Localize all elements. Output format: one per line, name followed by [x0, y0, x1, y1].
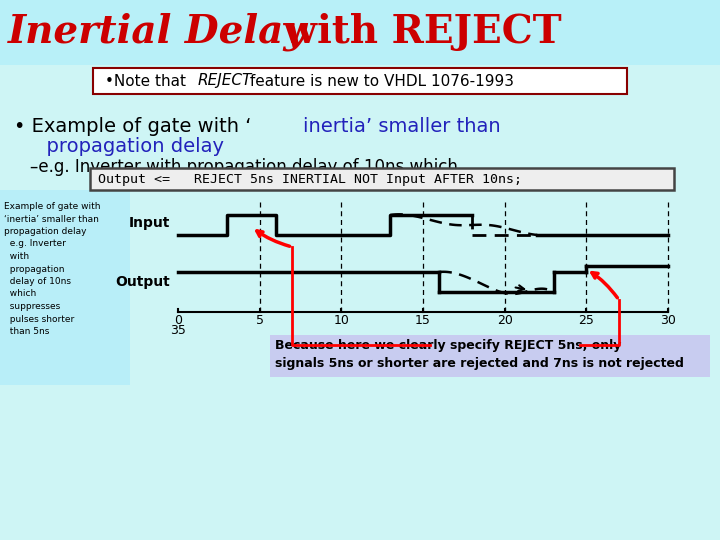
Text: 5: 5 [256, 314, 264, 327]
Text: 10: 10 [333, 314, 349, 327]
Text: • Example of gate with ‘: • Example of gate with ‘ [14, 118, 251, 137]
Text: with REJECT: with REJECT [270, 13, 562, 51]
Bar [270, 335, 710, 377]
Text: Output <=   REJECT 5ns INERTIAL NOT Input AFTER 10ns;: Output <= REJECT 5ns INERTIAL NOT Input … [98, 172, 522, 186]
Text: 30: 30 [660, 314, 676, 327]
Text: 20: 20 [497, 314, 513, 327]
Text: 15: 15 [415, 314, 431, 327]
Text: Because here we clearly specify REJECT 5ns, only: Because here we clearly specify REJECT 5… [275, 339, 621, 352]
Text: –e.g. Inverter with propagation delay of 10ns which: –e.g. Inverter with propagation delay of… [30, 158, 458, 176]
Text: 0: 0 [174, 314, 182, 327]
FancyBboxPatch shape [93, 68, 627, 94]
Text: Output: Output [115, 275, 170, 289]
Text: feature is new to VHDL 1076-1993: feature is new to VHDL 1076-1993 [245, 73, 514, 89]
Text: Example of gate with
‘inertia’ smaller than
propagation delay
  e.g. Inverter
  : Example of gate with ‘inertia’ smaller t… [4, 202, 101, 336]
Text: Input: Input [129, 216, 170, 230]
FancyBboxPatch shape [90, 168, 674, 190]
Text: 35: 35 [170, 325, 186, 338]
Text: signals 5ns or shorter are rejected and 7ns is not rejected: signals 5ns or shorter are rejected and … [275, 356, 684, 369]
Bar [0, 0, 720, 65]
Text: 25: 25 [578, 314, 594, 327]
Text: propagation delay: propagation delay [34, 137, 224, 156]
Bar [0, 190, 130, 385]
Text: REJECT: REJECT [198, 73, 253, 89]
Text: •Note that: •Note that [105, 73, 191, 89]
Text: inertia’ smaller than: inertia’ smaller than [303, 118, 500, 137]
Text: Inertial Delay: Inertial Delay [8, 13, 307, 51]
